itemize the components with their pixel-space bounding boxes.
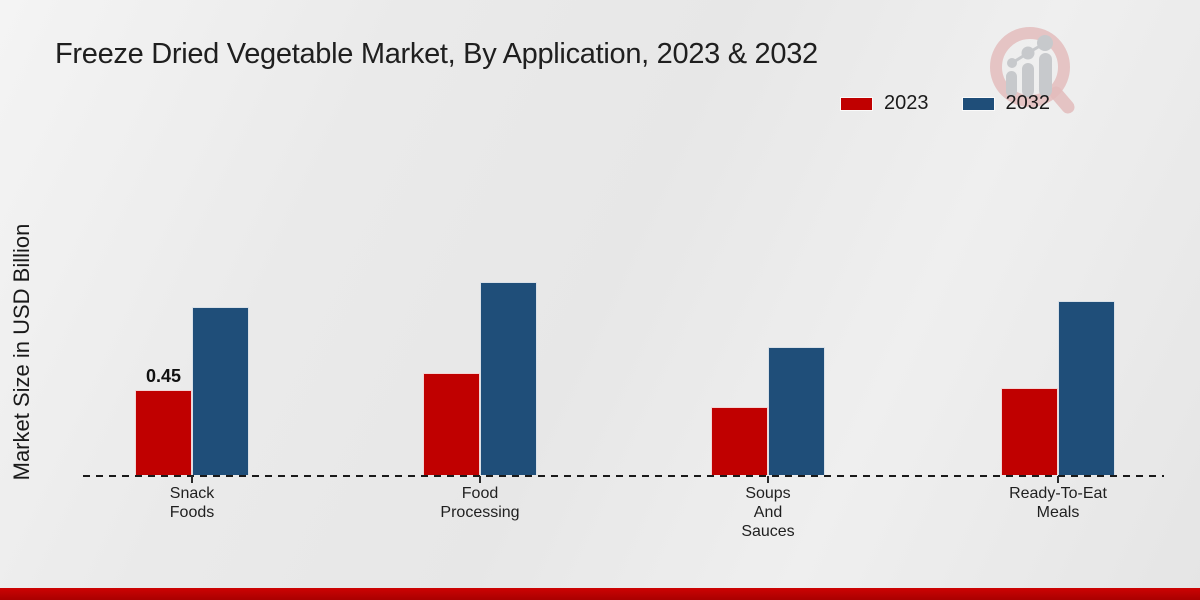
legend-label-2023: 2023 <box>884 92 929 114</box>
footer-bar <box>0 588 1200 600</box>
legend-swatch-2023 <box>840 96 873 111</box>
bar-2023-soups-and-sauces <box>711 407 768 475</box>
category-label-food-processing: Food Processing <box>440 485 520 521</box>
bar-2023-snack-foods <box>135 390 192 475</box>
category-label-soups-and-sauces: Soups And Sauces <box>741 485 795 540</box>
growth-dots-icon <box>1007 35 1053 68</box>
bar-2032-soups-and-sauces <box>768 347 825 475</box>
bar-2023-food-processing <box>423 373 480 475</box>
x-axis-line <box>83 475 1164 477</box>
magnifier-ring <box>990 27 1070 107</box>
x-axis-tick-snack-foods <box>191 476 193 483</box>
bar-2032-snack-foods <box>192 307 249 475</box>
legend-item-2023: 2023 <box>840 92 929 115</box>
magnifier-growth-chart-logo <box>990 27 1075 114</box>
legend-swatch-2032 <box>961 96 995 111</box>
bar-2032-food-processing <box>480 282 537 475</box>
x-axis-tick-soups-and-sauces <box>767 476 769 483</box>
legend-label-2032: 2032 <box>1005 92 1051 114</box>
x-axis-tick-ready-to-eat-meals <box>1057 476 1059 483</box>
bar-value-label-2023-snack-foods: 0.45 <box>145 366 182 386</box>
x-axis-tick-food-processing <box>479 476 481 483</box>
bar-2023-ready-to-eat-meals <box>1001 388 1058 475</box>
growth-bars-icon <box>1006 53 1052 97</box>
category-label-ready-to-eat-meals: Ready-To-Eat Meals <box>1009 485 1107 521</box>
magnifier-handle <box>1049 86 1075 114</box>
legend-item-2032: 2032 <box>961 92 1051 115</box>
legend: 2023 2032 <box>840 92 1050 115</box>
category-label-snack-foods: Snack Foods <box>169 485 215 521</box>
chart-title: Freeze Dried Vegetable Market, By Applic… <box>55 38 818 70</box>
bar-2032-ready-to-eat-meals <box>1058 301 1115 475</box>
